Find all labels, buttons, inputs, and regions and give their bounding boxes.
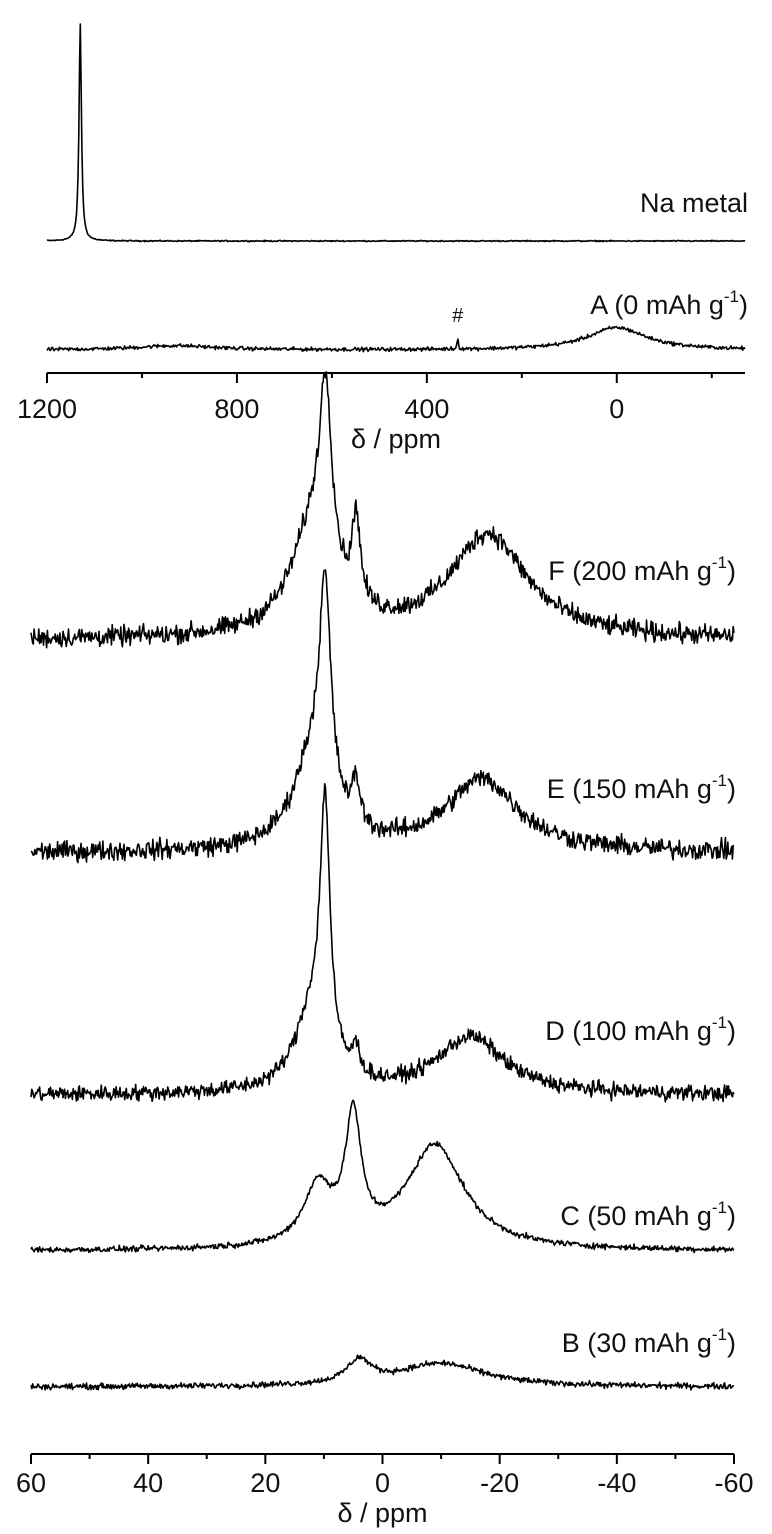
x-tick-label: 0 xyxy=(609,394,624,424)
series-label: Na metal xyxy=(640,188,748,218)
x-tick-label: 0 xyxy=(375,1468,390,1498)
x-tick-label: 40 xyxy=(133,1468,163,1498)
series-label: C (50 mAh g-1) xyxy=(560,1198,736,1231)
spectrum-trace xyxy=(46,23,746,243)
x-tick-label: 60 xyxy=(16,1468,46,1498)
x-tick-label: 1200 xyxy=(17,394,77,424)
x-tick-label: 800 xyxy=(214,394,259,424)
spectrum-trace xyxy=(30,1354,735,1391)
bottom-panel: 60 40 20 0 -20 -40 -60 δ / ppm F (200 mAh g-1) E … xyxy=(16,371,754,1528)
series-label: A (0 mAh g-1) xyxy=(590,287,748,320)
spectrum-trace xyxy=(46,325,746,353)
x-tick-label: -40 xyxy=(597,1468,636,1498)
series-label: F (200 mAh g-1) xyxy=(548,553,736,586)
spectrum-trace xyxy=(30,371,735,649)
x-axis-label: δ / ppm xyxy=(337,1498,427,1528)
x-tick-label: 20 xyxy=(250,1468,280,1498)
series-label: D (100 mAh g-1) xyxy=(545,1013,736,1046)
series-label: E (150 mAh g-1) xyxy=(547,771,736,804)
x-tick-label: -20 xyxy=(480,1468,519,1498)
x-tick-label: -60 xyxy=(714,1468,753,1498)
spectrum-trace xyxy=(30,783,735,1103)
annotation-hash: # xyxy=(452,305,464,327)
spectrum-trace xyxy=(30,1099,735,1254)
x-tick-label: 400 xyxy=(404,394,449,424)
x-axis-label: δ / ppm xyxy=(351,424,441,454)
top-panel: 1200 800 400 0 δ / ppm Na metal A (0 mAh g-1) # xyxy=(17,23,748,454)
spectrum-trace xyxy=(30,569,735,864)
series-label: B (30 mAh g-1) xyxy=(562,1325,736,1358)
